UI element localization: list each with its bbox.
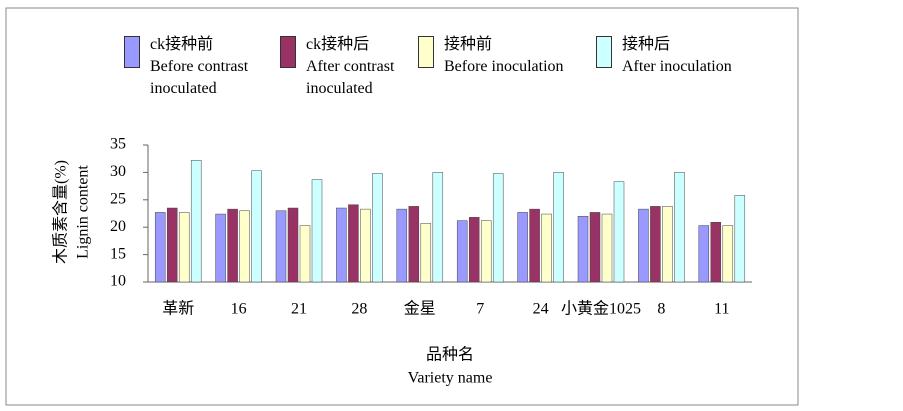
x-axis-label: 品种名 xyxy=(426,346,474,364)
bar xyxy=(396,208,408,283)
x-tick-label: 革新 xyxy=(162,300,194,318)
x-tick-label: 16 xyxy=(231,301,247,318)
legend-label: 接种前 xyxy=(444,36,493,53)
x-tick-label: 金星 xyxy=(404,300,436,318)
x-tick-label: 21 xyxy=(291,301,307,318)
bar xyxy=(589,212,601,283)
bar xyxy=(311,179,323,283)
bar xyxy=(336,207,347,283)
y-tick-label: 35 xyxy=(110,136,126,153)
x-tick-label: 小黄金1025 xyxy=(561,300,641,318)
bar xyxy=(613,181,625,283)
bar xyxy=(239,210,250,283)
bar xyxy=(360,208,371,283)
bar xyxy=(710,222,722,283)
bar xyxy=(372,173,383,283)
legend-label: ck接种后 xyxy=(306,36,370,53)
y-axis-label: 木质素含量(%) xyxy=(52,160,70,264)
bar xyxy=(215,213,226,283)
y-tick-label: 20 xyxy=(110,218,126,235)
bar xyxy=(348,204,359,283)
bar xyxy=(541,213,552,283)
bar xyxy=(492,173,504,283)
legend-label: ck接种前 xyxy=(150,36,214,53)
bar xyxy=(227,208,238,283)
frame xyxy=(5,7,799,406)
y-tick-label: 10 xyxy=(110,273,126,290)
legend-label-en: After inoculation xyxy=(622,58,732,75)
bar xyxy=(650,206,661,283)
bar xyxy=(154,212,166,283)
legend-label: 接种后 xyxy=(622,36,671,53)
legend-label-en: Before inoculation xyxy=(444,58,564,75)
bar xyxy=(299,225,311,283)
x-tick-label: 11 xyxy=(714,301,729,318)
bar xyxy=(432,172,444,283)
x-tick-label: 8 xyxy=(657,301,665,318)
x-axis-label-en: Variety name xyxy=(408,370,493,387)
y-axis-label-en: Lignin content xyxy=(75,165,92,259)
bar xyxy=(638,208,649,283)
legend-label-en: After contrast inoculated xyxy=(306,58,395,97)
bar xyxy=(420,223,432,283)
x-tick-label: 7 xyxy=(476,301,484,318)
bar xyxy=(178,212,190,283)
bar xyxy=(251,170,262,283)
legend-swatch xyxy=(418,36,434,68)
y-tick-label: 15 xyxy=(110,245,126,262)
bar xyxy=(601,213,613,283)
bar xyxy=(529,208,540,283)
legend-swatch xyxy=(124,36,140,68)
bar xyxy=(553,172,564,283)
bar xyxy=(456,220,468,283)
bar xyxy=(275,210,287,283)
bar xyxy=(722,225,734,283)
bar xyxy=(517,212,528,283)
bar xyxy=(468,217,480,283)
x-tick-label: 24 xyxy=(533,301,549,318)
bar xyxy=(190,160,202,283)
bar xyxy=(166,207,178,283)
bar xyxy=(662,206,673,283)
bar xyxy=(480,220,492,283)
y-tick-label: 30 xyxy=(110,163,126,180)
bar xyxy=(734,195,746,283)
bar xyxy=(698,225,710,283)
bar xyxy=(577,215,589,283)
bar xyxy=(287,207,299,283)
y-tick-label: 25 xyxy=(110,190,126,207)
legend-swatch xyxy=(596,36,612,68)
bar xyxy=(674,172,685,283)
x-tick-label: 28 xyxy=(351,301,367,318)
bar xyxy=(408,206,420,283)
legend-swatch xyxy=(280,36,296,68)
legend-label-en: Before contrast inoculated xyxy=(150,58,249,97)
